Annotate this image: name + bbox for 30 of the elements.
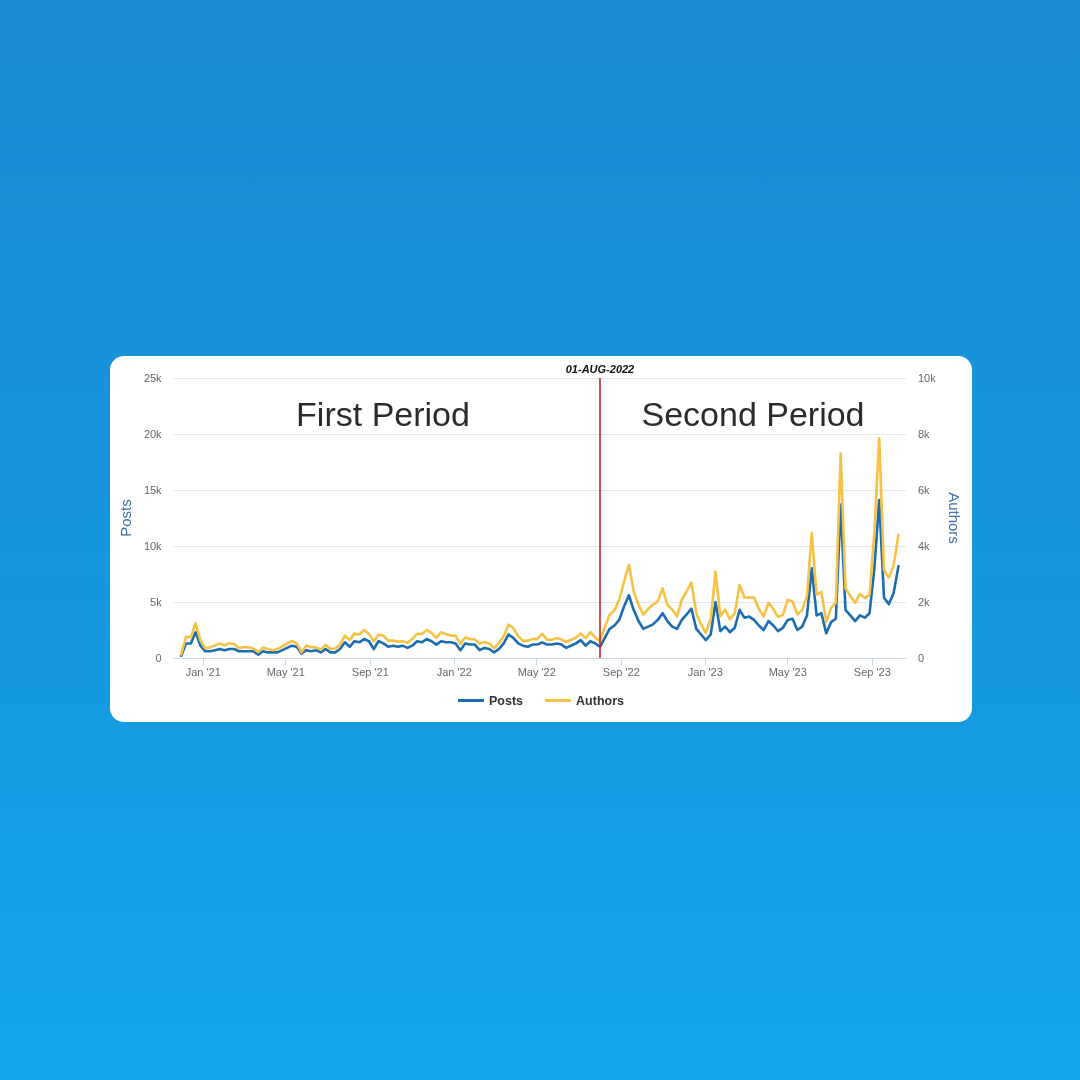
y2-tick-label: 10k <box>918 372 937 384</box>
x-tick-label: Sep '22 <box>602 665 640 678</box>
y-axis-title: Posts <box>117 499 134 537</box>
line-series <box>179 498 900 658</box>
y2-tick-label: 0 <box>918 652 925 664</box>
x-tick-label: Sep '23 <box>853 665 891 678</box>
x-tick-label: May '21 <box>266 665 305 678</box>
legend-label: Authors <box>576 693 625 708</box>
y-tick-label: 25k <box>143 372 163 384</box>
ref-line-label: 01-AUG-2022 <box>565 362 635 375</box>
y-tick-label: 10k <box>143 540 163 552</box>
x-tick-label: May '23 <box>768 665 807 678</box>
y-tick-label: 0 <box>155 652 162 664</box>
y2-tick-label: 6k <box>918 484 931 496</box>
y2-tick-label: 8k <box>918 428 931 440</box>
y-tick-label: 20k <box>143 428 163 440</box>
y-tick-label: 5k <box>150 596 163 608</box>
x-tick-label: Jan '22 <box>436 665 472 678</box>
legend-label: Posts <box>489 693 524 708</box>
y-tick-label: 15k <box>143 484 163 496</box>
y2-tick-label: 2k <box>918 596 931 608</box>
annotation: Second Period <box>641 395 865 433</box>
x-tick-label: Jan '23 <box>687 665 723 678</box>
annotation: First Period <box>296 395 470 433</box>
x-tick-label: May '22 <box>517 665 556 678</box>
line-series <box>179 436 900 656</box>
y2-tick-label: 4k <box>918 540 931 552</box>
y2-axis-title: Authors <box>945 492 963 544</box>
x-tick-label: Sep '21 <box>351 665 389 678</box>
x-tick-label: Jan '21 <box>185 665 221 678</box>
